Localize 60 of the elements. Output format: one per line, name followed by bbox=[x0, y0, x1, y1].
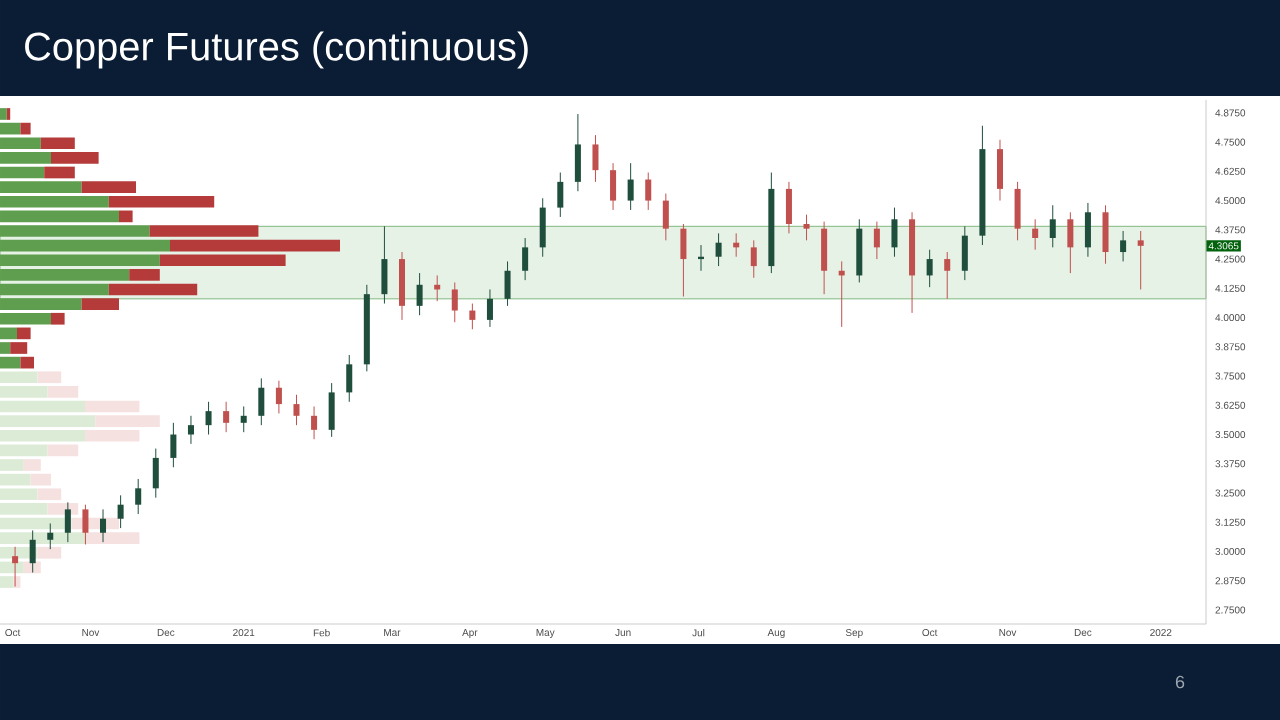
chart-title: Copper Futures (continuous) bbox=[25, 31, 528, 69]
candlestick bbox=[275, 380, 282, 414]
candlestick bbox=[504, 260, 511, 307]
candlestick bbox=[223, 401, 230, 433]
candlestick bbox=[1084, 202, 1091, 258]
candlestick bbox=[328, 382, 335, 438]
bar bbox=[51, 312, 65, 325]
candlestick bbox=[680, 223, 687, 297]
text: 6 bbox=[1175, 675, 1185, 689]
candlestick bbox=[821, 221, 828, 295]
candlestick bbox=[873, 221, 880, 260]
candlestick bbox=[1049, 204, 1056, 248]
candlestick bbox=[82, 504, 89, 545]
candlestick bbox=[381, 225, 388, 305]
candlestick bbox=[750, 239, 757, 279]
candlestick bbox=[187, 415, 194, 445]
candlestick bbox=[662, 193, 669, 241]
candlestick bbox=[961, 225, 968, 281]
candlestick bbox=[258, 377, 265, 426]
candlestick bbox=[240, 405, 247, 433]
candlestick bbox=[645, 172, 652, 211]
candlestick bbox=[610, 162, 617, 211]
candlestick bbox=[346, 354, 353, 403]
candlestick bbox=[117, 494, 124, 529]
bar bbox=[20, 122, 31, 135]
candlestick bbox=[1067, 211, 1074, 274]
candlestick bbox=[996, 139, 1004, 202]
candlestick bbox=[891, 207, 898, 258]
candlestick bbox=[627, 162, 634, 211]
candlestick bbox=[574, 113, 581, 192]
candlestick bbox=[47, 522, 54, 550]
candlestick bbox=[170, 422, 177, 468]
candlestick bbox=[539, 197, 546, 258]
candlestick bbox=[451, 281, 458, 323]
candlestick bbox=[522, 237, 529, 281]
candlestick bbox=[557, 172, 564, 218]
candlestick bbox=[1137, 230, 1144, 290]
candlestick bbox=[311, 405, 318, 440]
candlestick bbox=[785, 181, 792, 234]
candlestick bbox=[1120, 230, 1127, 262]
candlestick bbox=[205, 401, 212, 436]
candlestick bbox=[715, 232, 722, 267]
candlestick bbox=[486, 288, 493, 328]
candlestick bbox=[1032, 218, 1039, 251]
candlestick bbox=[416, 272, 423, 316]
bar bbox=[47, 444, 79, 457]
candlestick bbox=[135, 478, 142, 515]
candlestick bbox=[152, 448, 159, 499]
candlestick bbox=[469, 303, 476, 330]
candlestick bbox=[592, 134, 599, 183]
candlestick bbox=[856, 218, 863, 283]
candlestick bbox=[803, 214, 810, 241]
candlestick bbox=[293, 394, 300, 426]
candlestick bbox=[1102, 204, 1109, 265]
candlestick bbox=[1014, 181, 1021, 241]
candlestick bbox=[399, 251, 406, 321]
candlestick bbox=[944, 251, 951, 300]
candlestick bbox=[64, 501, 71, 543]
candlestick bbox=[926, 249, 933, 288]
candlestick bbox=[100, 508, 107, 543]
